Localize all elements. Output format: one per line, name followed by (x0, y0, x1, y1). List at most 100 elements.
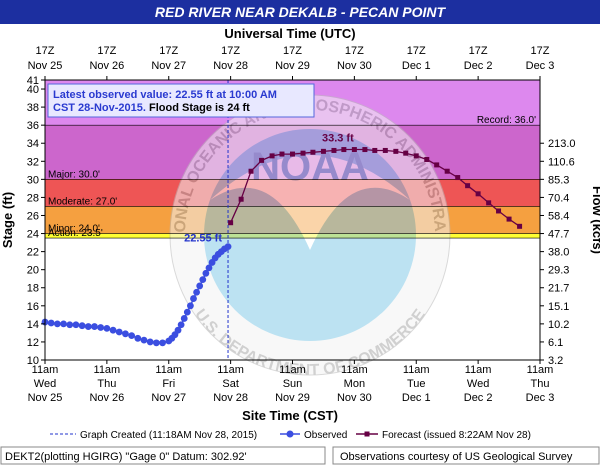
observed-point (115, 328, 123, 336)
action-stage-label: Action: 23.5' (48, 228, 103, 239)
forecast-point (341, 147, 347, 153)
bottom-tick-date: Nov 25 (28, 392, 63, 404)
observed-point (66, 321, 74, 329)
info-box-date: CST 28-Nov-2015. (53, 102, 146, 114)
top-tick-date: Dec 1 (402, 60, 431, 72)
observed-point (134, 334, 142, 342)
top-tick-time: 17Z (36, 45, 55, 57)
info-box-flood-stage: Flood Stage is 24 ft (146, 102, 250, 114)
right-tick-label: 3.2 (548, 355, 563, 367)
left-tick-label: 32 (27, 156, 39, 168)
forecast-point (455, 175, 461, 181)
observed-point (205, 264, 213, 272)
legend-forecast-marker (364, 431, 370, 437)
bottom-tick-day: Sat (222, 378, 239, 390)
forecast-point (320, 148, 326, 154)
forecast-point (475, 191, 481, 197)
bottom-tick-time: 11am (217, 364, 244, 376)
info-box-line2: CST 28-Nov-2015. Flood Stage is 24 ft (53, 102, 250, 114)
forecast-point (413, 153, 419, 159)
observed-point (183, 308, 191, 316)
left-tick-label: 24 (27, 229, 39, 241)
left-tick-label: 28 (27, 192, 39, 204)
forecast-point (331, 147, 337, 153)
right-tick-label: 38.0 (548, 247, 569, 259)
title-bar (0, 0, 600, 24)
forecast-point (382, 147, 388, 153)
left-tick-label: 10 (27, 355, 39, 367)
forecast-point (248, 168, 254, 174)
top-tick-date: Nov 25 (28, 60, 63, 72)
bottom-tick-date: Nov 29 (275, 392, 310, 404)
observed-point (84, 323, 92, 330)
observed-point (47, 319, 55, 327)
flood-category-labels: Action: 23.5'Minor: 24.0' Moderate: 27.0'… (48, 115, 536, 239)
chart-title: RED RIVER NEAR DEKALB - PECAN POINT (155, 4, 447, 20)
right-tick-label: 58.4 (548, 210, 569, 222)
bottom-tick-date: Dec 3 (526, 392, 555, 404)
forecast-point (351, 147, 357, 153)
bottom-tick-time: 11am (279, 364, 306, 376)
observed-point (91, 323, 98, 330)
watermark-center: NOAA (251, 145, 369, 189)
top-tick-time: 17Z (283, 45, 302, 57)
observed-point (146, 338, 154, 346)
top-tick-time: 17Z (469, 45, 488, 57)
forecast-point (444, 168, 450, 174)
forecast-point (403, 150, 409, 156)
observed-point (78, 322, 86, 330)
top-tick-time: 17Z (407, 45, 426, 57)
bottom-tick-day: Mon (344, 378, 365, 390)
top-tick-time: 17Z (159, 45, 178, 57)
observed-point (159, 339, 166, 347)
left-tick-label: 12 (27, 337, 39, 349)
watermark-gull-icon (210, 155, 410, 250)
top-tick-date: Nov 30 (337, 60, 372, 72)
observed-point (103, 324, 111, 332)
right-tick-label: 47.7 (548, 229, 569, 241)
crest-annotation: 33.3 ft (322, 133, 354, 145)
left-tick-label: 18 (27, 283, 39, 295)
observed-point (109, 326, 117, 334)
bottom-tick-date: Nov 26 (89, 392, 124, 404)
observed-point (60, 320, 67, 328)
forecast-point (269, 153, 275, 159)
observed-point (140, 336, 148, 344)
observed-point (199, 276, 207, 284)
top-tick-date: Nov 28 (213, 60, 248, 72)
bottom-tick-day: Wed (467, 378, 489, 390)
bottom-tick-time: 11am (341, 364, 368, 376)
forecast-point (486, 200, 492, 206)
top-tick-date: Nov 26 (89, 60, 124, 72)
info-box-line1: Latest observed value: 22.55 ft at 10:00… (53, 89, 277, 101)
forecast-point (372, 147, 378, 153)
top-axis-title: Universal Time (UTC) (224, 26, 355, 41)
forecast-point (259, 157, 265, 163)
legend-observed-label: Observed (304, 430, 347, 441)
last-observed-annotation: 22.55 ft (184, 233, 222, 245)
left-tick-label: 22 (27, 247, 39, 259)
right-tick-label: 6.1 (548, 337, 563, 349)
gridlines (45, 124, 540, 239)
left-tick-label: 30 (27, 174, 39, 186)
observed-point (180, 315, 188, 322)
observed-point (174, 326, 182, 334)
observed-point (224, 243, 232, 251)
right-tick-label: 70.4 (548, 192, 569, 204)
bottom-axis-ticks: 11am Wed Nov 25 11am Thu Nov 26 11am Fri Nov 27 1… (28, 360, 555, 404)
top-tick-date: Dec 2 (464, 60, 493, 72)
info-box-bg (47, 83, 315, 118)
observed-point (187, 302, 194, 310)
top-tick-time: 17Z (97, 45, 116, 57)
forecast-series (228, 147, 523, 229)
forecast-point (228, 220, 234, 226)
forecast-point (238, 196, 244, 202)
left-tick-label: 38 (27, 102, 39, 114)
bottom-tick-day: Wed (34, 378, 56, 390)
legend-forecast-label: Forecast (issued 8:22AM Nov 28) (382, 430, 531, 441)
right-tick-label: 21.7 (548, 283, 569, 295)
right-axis-title: Flow (kcfs) (590, 186, 600, 254)
forecast-point (300, 150, 306, 156)
footer-left-box (0, 446, 326, 465)
